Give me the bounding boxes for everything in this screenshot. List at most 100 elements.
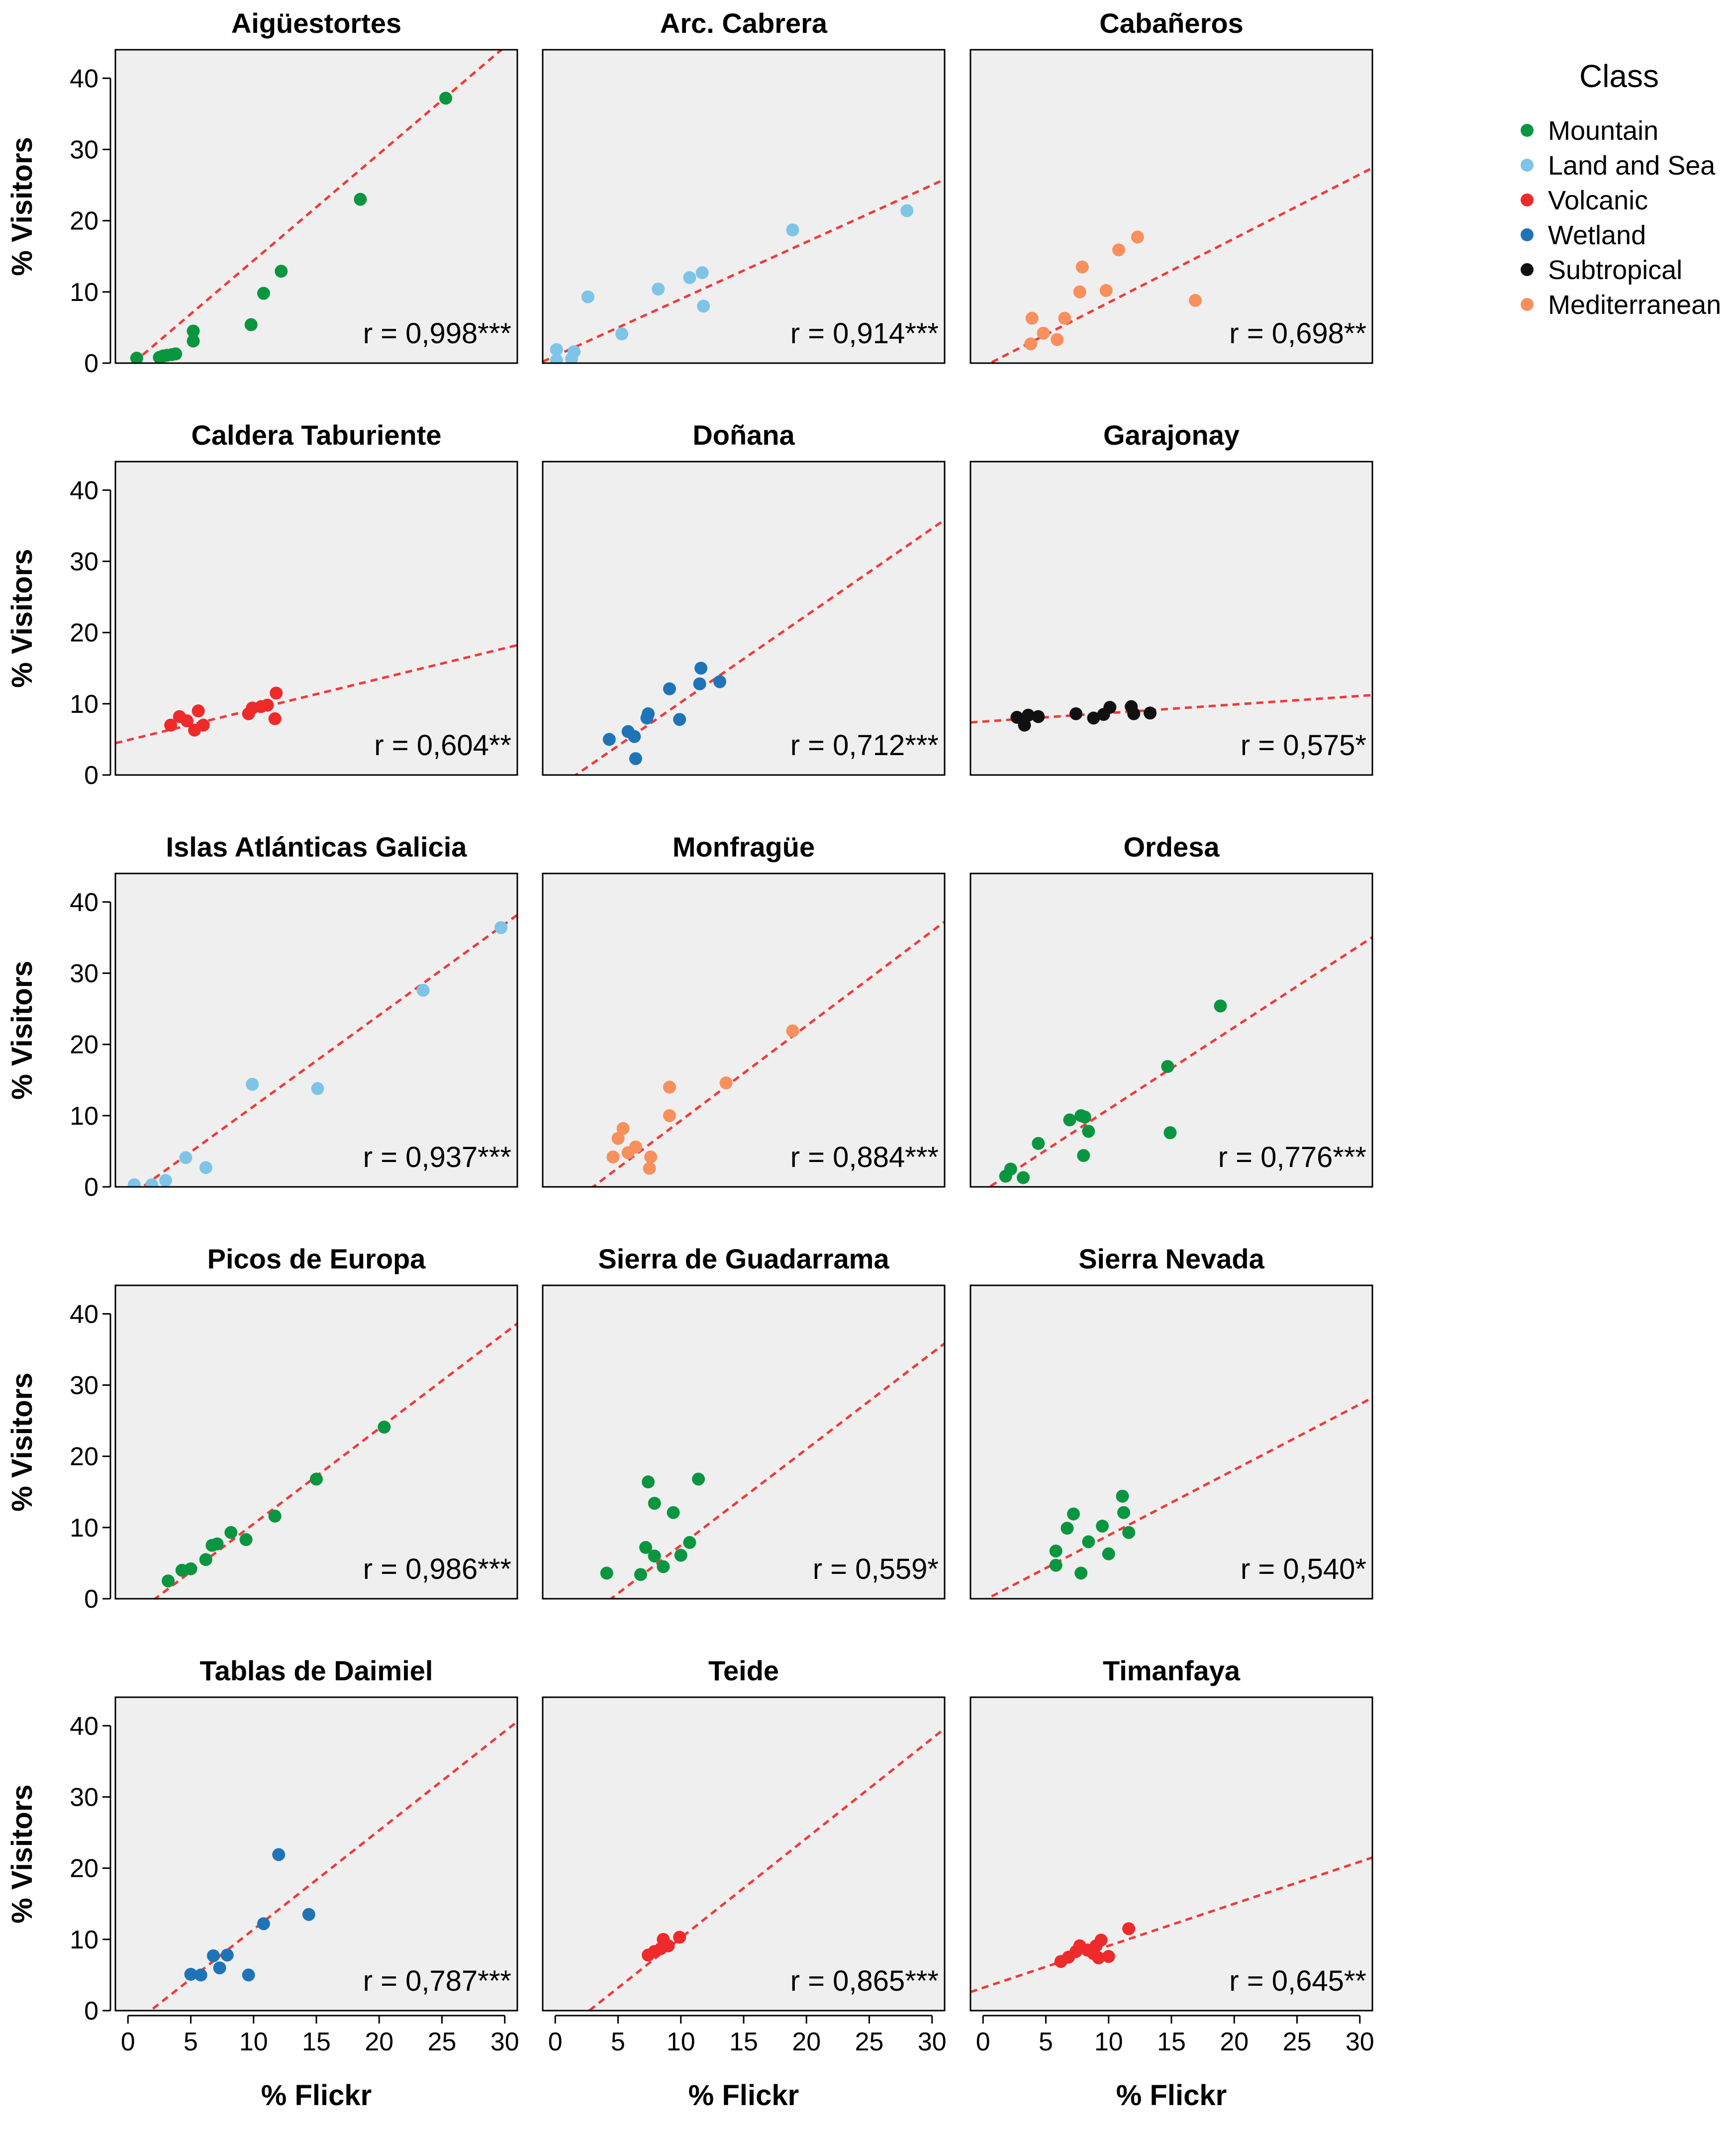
y-tick-label: 10	[70, 1926, 98, 1954]
data-point	[697, 299, 710, 313]
data-point	[581, 290, 594, 303]
data-point	[1082, 1535, 1095, 1548]
data-point	[1037, 326, 1050, 340]
x-axis-label: % Flickr	[688, 2079, 799, 2112]
data-point	[683, 1536, 696, 1549]
y-tick-label: 0	[84, 1585, 98, 1614]
panel-title: Doñana	[692, 419, 795, 451]
panel-title: Ordesa	[1124, 831, 1220, 863]
data-point	[145, 1178, 159, 1187]
legend-item-label: Wetland	[1548, 220, 1646, 250]
plot-background	[115, 873, 517, 1187]
panel-title: Picos de Europa	[207, 1243, 426, 1274]
data-point	[695, 266, 709, 280]
correlation-label: r = 0,540*	[1241, 1553, 1366, 1585]
x-tick-label: 5	[1039, 2028, 1053, 2056]
y-tick-label: 20	[70, 207, 98, 236]
x-tick-label: 0	[121, 2028, 135, 2056]
data-point	[648, 1549, 661, 1563]
x-axis-label: % Flickr	[1116, 2079, 1227, 2112]
panel-title: Sierra de Guadarrama	[598, 1243, 889, 1274]
scatter-panel: Sierra de Guadarrama r = 0,559*	[542, 1243, 946, 1600]
data-point	[1163, 1126, 1177, 1140]
data-point	[1017, 1171, 1030, 1184]
x-tick-label: 15	[729, 2028, 758, 2056]
y-axis-label: % Visitors	[6, 1372, 38, 1511]
data-point	[1117, 1506, 1131, 1519]
data-point	[693, 677, 706, 690]
data-point	[302, 1908, 315, 1921]
data-point	[1122, 1922, 1136, 1935]
y-tick-label: 20	[70, 619, 98, 648]
correlation-label: r = 0,937***	[363, 1141, 511, 1173]
scatter-panel: Garajonay r = 0,575*	[969, 419, 1373, 776]
data-point	[1073, 285, 1086, 298]
data-point	[130, 351, 143, 363]
regression-line	[131, 50, 503, 363]
scatter-panel: Caldera Taburiente r = 0,604** 0 10 20 30 40 % …	[6, 419, 518, 790]
data-point	[224, 1526, 238, 1539]
x-tick-label: 25	[1283, 2028, 1312, 2056]
scatter-panel: Ordesa r = 0,776***	[969, 831, 1373, 1188]
data-point	[206, 1949, 220, 1962]
y-tick-label: 30	[70, 959, 98, 988]
scatter-panel: Timanfaya r = 0,645** 0 5 10 15 20 25 30 % Flickr	[969, 1655, 1374, 2112]
y-tick-label: 40	[70, 64, 98, 93]
data-point	[1074, 1566, 1088, 1580]
data-point	[242, 1968, 255, 1982]
data-point	[1131, 230, 1144, 244]
scatter-panel: Monfragüe r = 0,884***	[542, 831, 946, 1188]
x-tick-label: 30	[490, 2028, 519, 2056]
data-point	[1049, 1558, 1062, 1572]
scatter-panel: Aigüestortes r = 0,998*** 0 10 20 30 40 % Visit…	[6, 7, 518, 378]
panel-frame	[969, 49, 1373, 364]
correlation-label: r = 0,645**	[1229, 1965, 1366, 1997]
panel-frame	[114, 1284, 518, 1600]
panel-frame	[542, 1284, 946, 1600]
panel-title: Islas Atlánticas Galicia	[166, 831, 468, 863]
data-point	[180, 714, 193, 728]
panel-title: Garajonay	[1103, 419, 1240, 451]
panel-frame	[542, 872, 946, 1188]
x-tick-label: 10	[667, 2028, 695, 2056]
panel-frame	[969, 872, 1373, 1188]
data-point	[1122, 1526, 1136, 1539]
data-point	[1051, 333, 1064, 346]
data-point	[900, 204, 914, 217]
panel-title: Teide	[708, 1655, 779, 1686]
scatter-panel: Arc. Cabrera r = 0,914***	[542, 7, 946, 364]
y-axis-label: % Visitors	[6, 137, 38, 276]
data-point	[1096, 1519, 1109, 1533]
data-point	[194, 1968, 207, 1982]
data-point	[602, 733, 616, 746]
data-point	[1102, 1950, 1115, 1963]
data-point	[1063, 1113, 1076, 1127]
panel-title: Cabañeros	[1099, 7, 1243, 39]
data-point	[1025, 311, 1039, 325]
data-point	[1078, 1110, 1091, 1124]
x-tick-label: 20	[365, 2028, 393, 2056]
y-tick-label: 20	[70, 1443, 98, 1471]
x-tick-label: 5	[184, 2028, 198, 2056]
data-point	[213, 1961, 226, 1975]
y-tick-label: 10	[70, 278, 98, 307]
plot-background	[543, 1697, 945, 2011]
data-point	[1049, 1545, 1062, 1558]
data-point	[550, 343, 563, 356]
data-point	[220, 1948, 234, 1962]
plot-background	[970, 462, 1372, 775]
panel-frame	[114, 1696, 518, 2012]
x-tick-label: 30	[918, 2028, 947, 2056]
correlation-label: r = 0,712***	[790, 729, 939, 762]
x-tick-label: 20	[1220, 2028, 1249, 2056]
data-point	[268, 712, 282, 725]
panel-title: Timanfaya	[1103, 1655, 1241, 1686]
panel-grid: Aigüestortes r = 0,998*** 0 10 20 30 40 % Visit…	[6, 7, 1374, 2112]
panel-title: Monfragüe	[673, 831, 815, 863]
data-point	[192, 704, 205, 718]
x-tick-label: 20	[792, 2028, 821, 2056]
data-point	[1116, 1489, 1129, 1503]
plot-background	[543, 50, 945, 363]
data-point	[719, 1076, 733, 1089]
data-point	[1161, 1060, 1174, 1073]
